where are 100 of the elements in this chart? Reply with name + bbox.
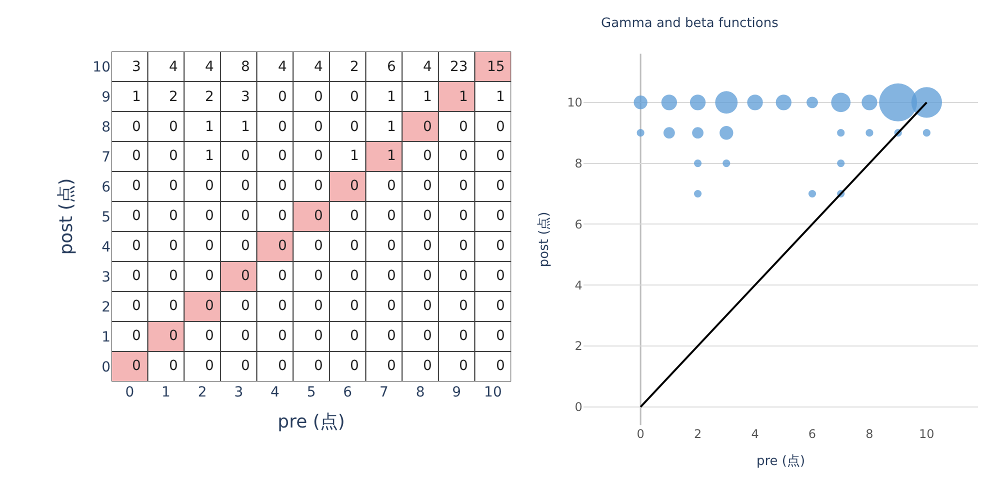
data-label: 0 [314, 238, 323, 254]
data-label: 0 [169, 238, 178, 254]
data-label: 1 [241, 119, 250, 135]
data-label: 0 [496, 358, 505, 374]
data-label: 0 [169, 208, 178, 224]
y-tick-label: 2 [102, 299, 110, 316]
data-label: 0 [278, 358, 287, 374]
x-tick-label: 2 [198, 384, 207, 400]
data-label: 0 [132, 148, 141, 164]
data-label: 2 [205, 89, 214, 105]
data-label: 0 [241, 208, 250, 224]
data-label: 0 [314, 358, 323, 374]
data-label: 0 [387, 298, 396, 314]
x-tick-label: 0 [125, 384, 134, 400]
data-label: 0 [278, 89, 287, 105]
data-label: 0 [314, 208, 323, 224]
x-tick-label: 7 [380, 384, 388, 400]
y-tick-label: 10 [567, 96, 582, 110]
data-label: 1 [496, 89, 505, 105]
data-label: 0 [496, 298, 505, 314]
x-tick-label: 9 [452, 384, 462, 400]
data-label: 0 [169, 119, 178, 135]
x-tick-label: 8 [416, 384, 425, 400]
data-label: 0 [241, 358, 250, 374]
x-tick-label: 2 [694, 427, 702, 442]
data-label: 0 [387, 358, 396, 374]
data-label: 0 [205, 208, 214, 224]
data-label: 0 [496, 238, 505, 254]
data-label: 2 [350, 59, 359, 75]
data-label: 0 [132, 298, 141, 314]
data-label: 0 [241, 328, 250, 344]
data-label: 0 [205, 238, 214, 254]
data-label: 0 [205, 358, 214, 374]
data-label: 0 [169, 328, 178, 344]
data-label: 0 [278, 178, 287, 194]
data-label: 0 [496, 119, 505, 135]
data-label: 1 [205, 119, 214, 135]
data-label: 0 [314, 268, 323, 284]
data-label: 0 [205, 268, 214, 284]
data-label: 0 [132, 119, 141, 135]
data-label: 0 [350, 89, 359, 105]
data-label: 0 [459, 238, 468, 254]
data-label: 1 [459, 89, 468, 105]
data-label: 0 [132, 208, 141, 224]
y-tick-label: 4 [102, 239, 111, 256]
data-label: 0 [350, 119, 359, 135]
y-axis-title: post (点) [56, 178, 77, 255]
data-label: 0 [387, 268, 396, 284]
data-label: 0 [459, 268, 468, 284]
data-label: 0 [459, 178, 468, 194]
data-label: 0 [241, 298, 250, 314]
data-label: 0 [314, 89, 323, 105]
data-label: 0 [278, 298, 287, 314]
data-label: 0 [132, 328, 141, 344]
data-label: 0 [132, 238, 141, 254]
data-label: 0 [496, 268, 505, 284]
x-tick-label: 4 [270, 384, 280, 400]
data-label: 0 [459, 119, 468, 135]
data-label: 0 [314, 119, 323, 135]
data-label: 0 [387, 178, 396, 194]
data-label: 0 [314, 148, 323, 164]
data-label: 0 [241, 238, 250, 254]
data-label: 2 [169, 89, 178, 105]
y-tick-label: 5 [102, 209, 110, 226]
x-tick-label: 6 [808, 427, 816, 442]
data-label: 0 [496, 148, 505, 164]
data-label: 23 [450, 59, 468, 75]
data-label: 0 [278, 119, 287, 135]
x-tick-label: 10 [484, 384, 502, 400]
data-label: 0 [387, 328, 396, 344]
data-label: 3 [132, 59, 141, 75]
data-label: 15 [487, 59, 505, 75]
data-label: 0 [132, 268, 141, 284]
data-label: 0 [459, 148, 468, 164]
y-tick-label: 2 [574, 339, 582, 354]
data-label: 0 [423, 208, 432, 224]
y-tick-label: 0 [102, 359, 110, 376]
y-tick-label: 0 [574, 400, 582, 414]
x-tick-label: 4 [751, 427, 759, 442]
data-label: 0 [387, 208, 396, 224]
data-label: 0 [496, 208, 505, 224]
data-label: 0 [350, 298, 359, 314]
data-label: 0 [132, 358, 141, 374]
data-label: 4 [314, 59, 323, 75]
x-tick-label: 0 [636, 427, 644, 442]
x-axis-title: pre (点) [756, 454, 806, 469]
data-label: 0 [423, 328, 432, 344]
data-label: 0 [496, 328, 505, 344]
data-label: 0 [169, 148, 178, 164]
y-tick-label: 8 [574, 156, 582, 171]
y-tick-label: 8 [102, 119, 110, 136]
data-label: 0 [241, 148, 250, 164]
y-tick-label: 1 [102, 329, 110, 346]
y-tick-label: 4 [574, 278, 582, 292]
data-label: 6 [387, 59, 396, 75]
data-label: 0 [459, 298, 468, 314]
data-label: 0 [423, 119, 432, 135]
x-tick-label: 8 [866, 427, 874, 442]
data-label: 0 [423, 268, 432, 284]
data-label: 0 [278, 208, 287, 224]
